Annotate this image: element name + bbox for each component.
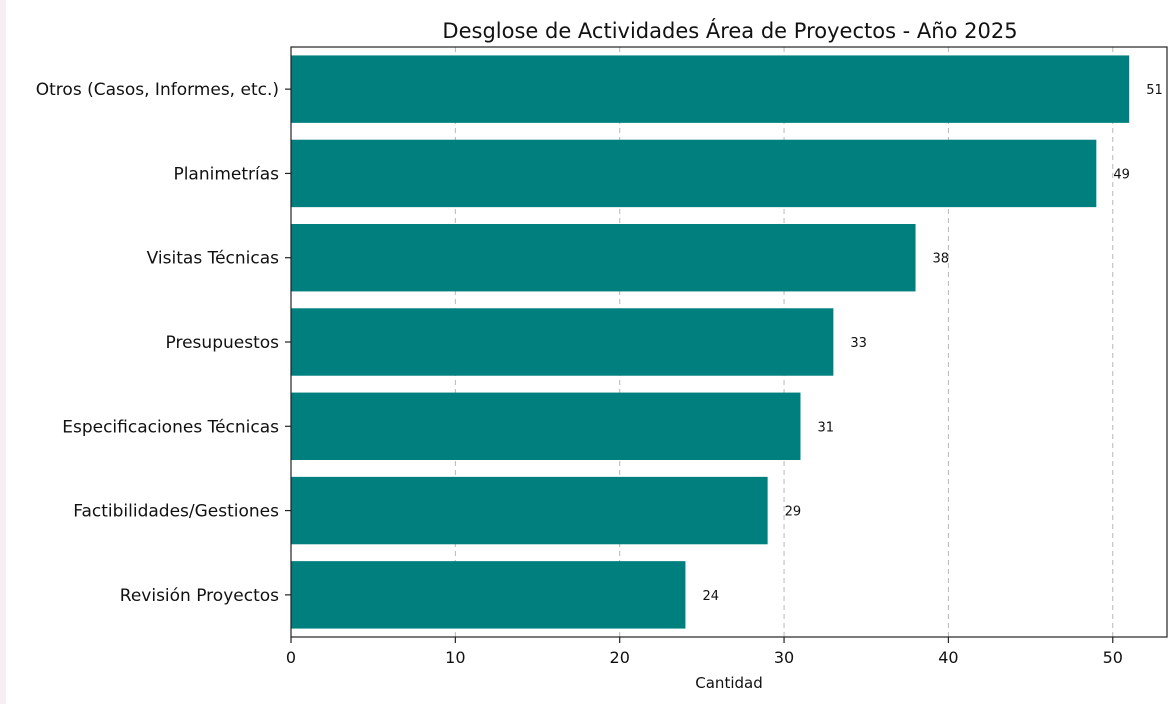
bar (291, 224, 916, 292)
x-tick-label: 10 (445, 648, 465, 667)
bar (291, 561, 686, 629)
value-label: 24 (702, 589, 719, 604)
category-label: Factibilidades/Gestiones (73, 502, 279, 522)
chart-title: Desglose de Actividades Área de Proyecto… (442, 18, 1017, 43)
bar (291, 476, 768, 545)
value-label: 33 (850, 336, 867, 351)
x-tick-label: 20 (610, 648, 630, 667)
bar (291, 55, 1130, 123)
bar (291, 392, 801, 460)
x-tick-label: 40 (938, 648, 958, 667)
value-label: 31 (817, 420, 834, 435)
x-tick-label: 50 (1103, 648, 1123, 667)
value-label: 29 (785, 505, 802, 520)
category-label: Planimetrías (173, 164, 279, 184)
data-labels: 51 49 38 33 31 29 24 (702, 83, 1162, 604)
y-axis-categories: Otros (Casos, Informes, etc.) Planimetría… (36, 80, 279, 606)
category-label: Visitas Técnicas (147, 249, 279, 269)
bar (291, 139, 1097, 208)
chart-figure: Desglose de Actividades Área de Proyecto… (6, 0, 1176, 704)
category-label: Revisión Proyectos (120, 586, 279, 606)
category-label: Otros (Casos, Informes, etc.) (36, 80, 279, 100)
x-axis-ticks: 0 10 20 30 40 50 (285, 88, 1123, 667)
category-label: Especificaciones Técnicas (62, 417, 279, 437)
bar-chart: Desglose de Actividades Área de Proyecto… (36, 18, 1168, 692)
value-label: 38 (933, 252, 950, 267)
category-label: Presupuestos (166, 333, 280, 353)
bars (291, 55, 1130, 629)
x-axis-title: Cantidad (695, 674, 762, 692)
value-label: 49 (1113, 167, 1130, 182)
bar (291, 308, 834, 376)
x-tick-label: 0 (286, 648, 296, 667)
x-tick-label: 30 (774, 648, 794, 667)
value-label: 51 (1146, 83, 1163, 98)
